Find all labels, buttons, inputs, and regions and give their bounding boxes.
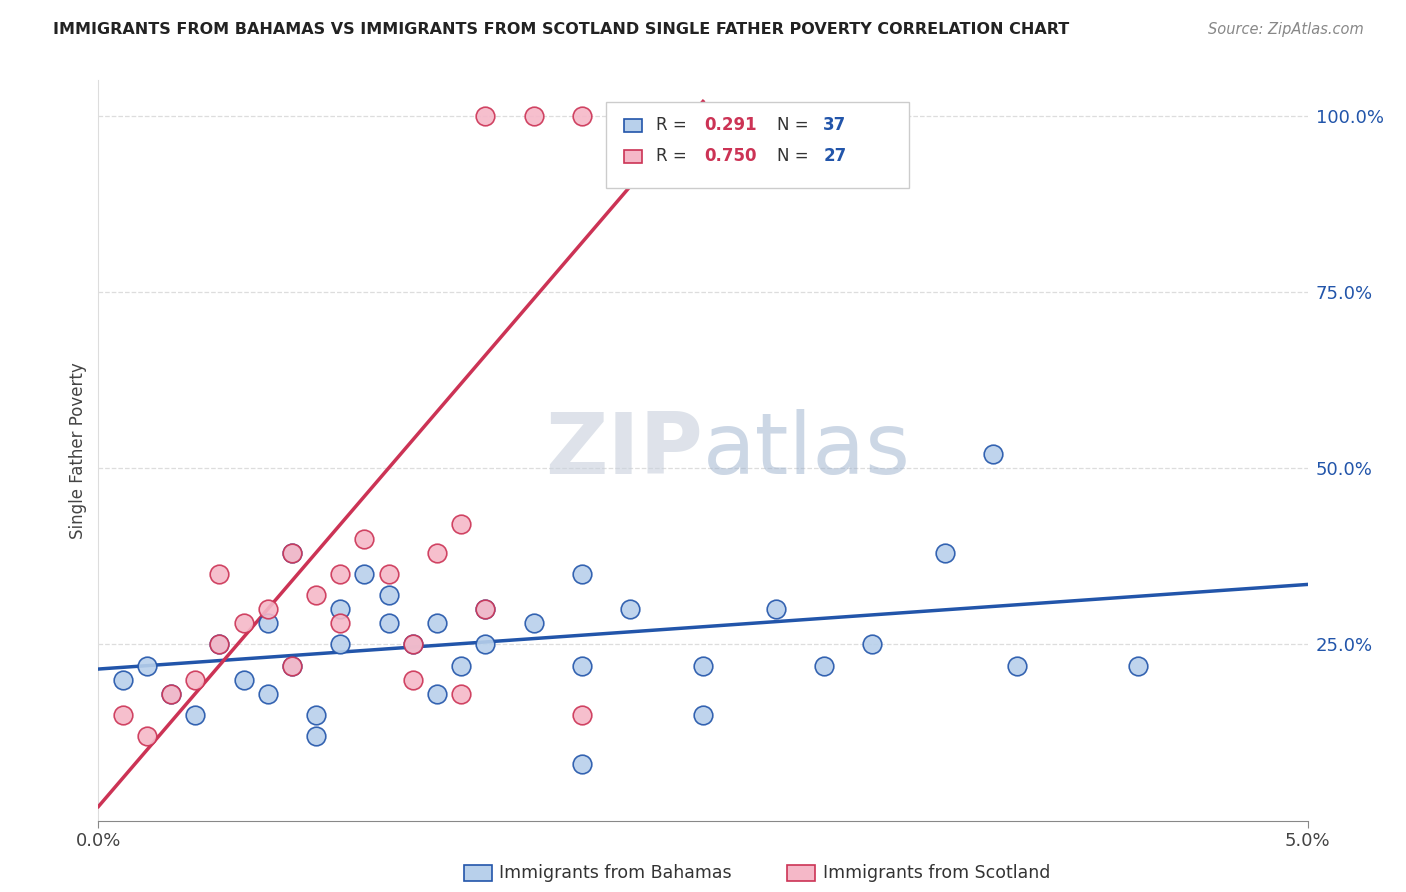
Point [281,546,304,560]
Point [571,109,593,123]
Point [571,757,593,772]
Point [135,729,157,743]
Point [305,729,328,743]
Point [329,602,352,616]
Text: R =: R = [657,116,692,134]
Point [571,707,593,722]
Point [111,707,134,722]
Point [256,616,278,631]
Point [184,673,207,687]
Point [208,637,231,651]
Point [160,687,183,701]
Point [571,566,593,581]
Point [402,637,425,651]
Text: N =: N = [778,116,814,134]
Point [523,109,546,123]
Text: Immigrants from Bahamas: Immigrants from Bahamas [499,864,731,882]
Point [256,687,278,701]
Point [353,566,375,581]
Bar [624,150,641,163]
Point [377,566,399,581]
Point [934,546,956,560]
FancyBboxPatch shape [606,103,908,187]
Point [619,602,641,616]
Text: 27: 27 [823,147,846,165]
Text: ZIP: ZIP [546,409,703,492]
Point [305,707,328,722]
Point [426,546,449,560]
Text: IMMIGRANTS FROM BAHAMAS VS IMMIGRANTS FROM SCOTLAND SINGLE FATHER POVERTY CORREL: IMMIGRANTS FROM BAHAMAS VS IMMIGRANTS FR… [53,22,1070,37]
Point [426,616,449,631]
Point [474,602,496,616]
Point [619,109,641,123]
Point [813,658,835,673]
Point [692,658,714,673]
Point [523,616,546,631]
Point [474,637,496,651]
Point [1128,658,1150,673]
Point [377,616,399,631]
Point [160,687,183,701]
Point [474,109,496,123]
Point [474,602,496,616]
Point [426,687,449,701]
Point [981,447,1004,461]
Text: 0.750: 0.750 [704,147,758,165]
Point [208,566,231,581]
Point [1007,658,1029,673]
Point [232,673,254,687]
Point [208,637,231,651]
Point [232,616,254,631]
Point [305,588,328,602]
Point [692,707,714,722]
Text: 0.291: 0.291 [704,116,758,134]
Bar [624,119,641,132]
Point [860,637,883,651]
Point [111,673,134,687]
Point [450,517,472,532]
Point [281,546,304,560]
Point [353,532,375,546]
Point [450,658,472,673]
Point [329,616,352,631]
Y-axis label: Single Father Poverty: Single Father Poverty [69,362,87,539]
Point [135,658,157,673]
Text: Immigrants from Scotland: Immigrants from Scotland [823,864,1050,882]
Point [281,658,304,673]
Text: Source: ZipAtlas.com: Source: ZipAtlas.com [1208,22,1364,37]
Point [329,566,352,581]
Text: N =: N = [778,147,814,165]
Point [765,602,787,616]
Point [402,637,425,651]
Text: atlas: atlas [703,409,911,492]
Text: R =: R = [657,147,692,165]
Point [329,637,352,651]
Point [692,109,714,123]
Point [377,588,399,602]
Point [450,687,472,701]
Point [281,658,304,673]
Point [256,602,278,616]
Point [402,673,425,687]
Point [184,707,207,722]
Text: 37: 37 [823,116,846,134]
Point [571,658,593,673]
